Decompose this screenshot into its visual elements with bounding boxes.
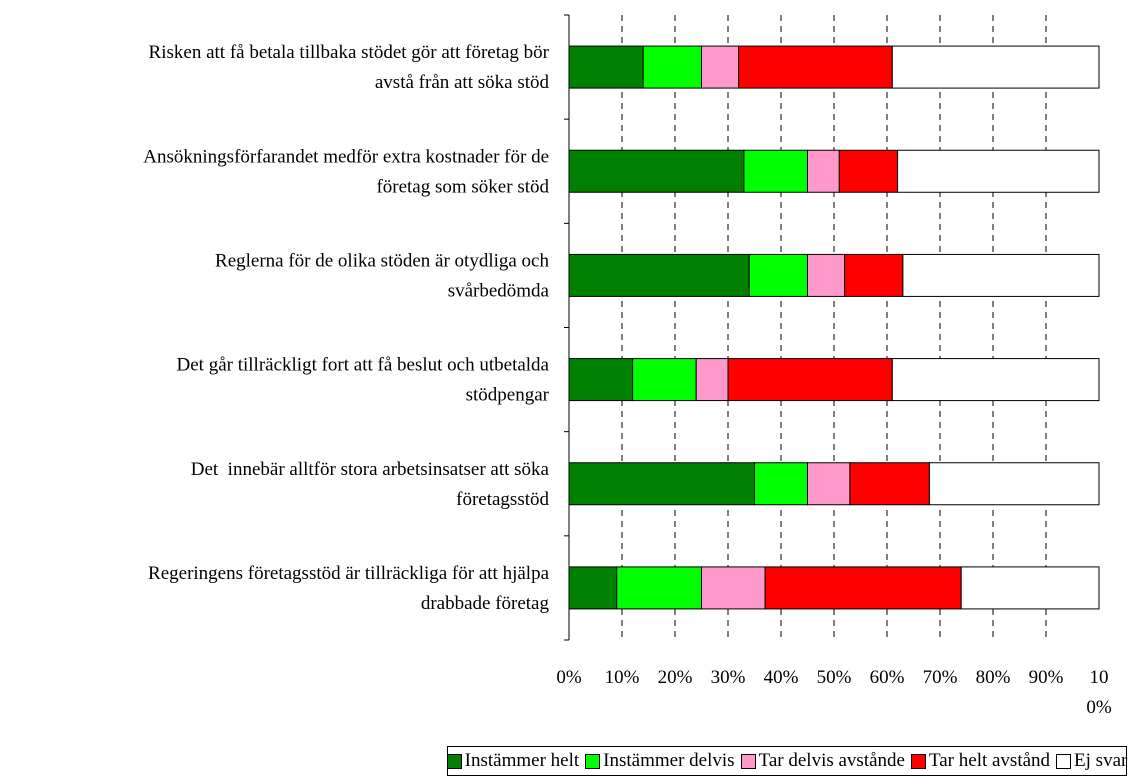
legend-label: Ej svar xyxy=(1074,750,1128,771)
bar-segment xyxy=(891,358,1100,402)
x-tick-label: 50% xyxy=(816,667,852,688)
legend-label: Instämmer helt xyxy=(464,750,580,771)
legend-item: Ej svar xyxy=(1056,750,1127,772)
x-tick-label: 20% xyxy=(657,667,693,688)
x-tick-label: 70% xyxy=(922,667,958,688)
category-line: Det innebär alltför stora arbetsinsatser… xyxy=(191,459,550,480)
bar-segment xyxy=(568,253,750,297)
category-line: avstå från att söka stöd xyxy=(375,72,550,93)
bar-segment xyxy=(844,253,904,297)
legend-item: Tar delvis avstånde xyxy=(740,750,905,772)
bar-segment xyxy=(754,462,808,506)
legend-label: Tar delvis avstånde xyxy=(758,750,905,771)
bar-segment xyxy=(738,45,893,89)
x-tick-label: 10% xyxy=(604,667,640,688)
category-line: svårbedömda xyxy=(448,280,550,301)
category-label: Risken att få betala tillbaka stödet gör… xyxy=(149,42,550,93)
bar-segment xyxy=(807,253,846,297)
bar-segment xyxy=(642,45,703,89)
legend-swatch xyxy=(1056,753,1072,769)
bar-segment xyxy=(568,45,644,89)
category-line: företagsstöd xyxy=(456,489,549,510)
bar-segment xyxy=(727,358,893,402)
bar-segment xyxy=(701,45,740,89)
legend-label: Tar helt avstånd xyxy=(928,750,1051,771)
bar-segment xyxy=(632,358,697,402)
legend: Instämmer helt Instämmer delvis Tar delvis… xyxy=(446,746,1127,776)
bar-segment xyxy=(764,566,962,610)
bar-segment xyxy=(568,462,755,506)
bar-segment xyxy=(616,566,703,610)
category-line: Det går tillräckligt fort att få beslut … xyxy=(177,355,550,376)
bar-segment xyxy=(838,149,899,193)
category-label: Regeringens företagsstöd är tillräckliga… xyxy=(148,563,550,614)
legend-label: Instämmer delvis xyxy=(603,750,735,771)
bar-segment xyxy=(695,358,729,402)
x-tick-label: 80% xyxy=(975,667,1011,688)
x-tick-label: 60% xyxy=(869,667,905,688)
legend-swatch xyxy=(910,753,926,769)
legend-swatch xyxy=(740,753,756,769)
legend-swatch xyxy=(585,753,601,769)
bar-segment xyxy=(748,253,809,297)
category-line: stödpengar xyxy=(466,385,550,406)
category-label: Reglerna för de olika stöden är otydliga… xyxy=(215,250,550,301)
bar-segment xyxy=(568,358,634,402)
bar-segment xyxy=(743,149,809,193)
bar-segment xyxy=(849,462,930,506)
bar-segment xyxy=(897,149,1100,193)
legend-item: Instämmer helt xyxy=(446,750,580,772)
category-line: Reglerna för de olika stöden är otydliga… xyxy=(215,250,549,271)
bar-segment xyxy=(902,253,1100,297)
x-tick-label: 30% xyxy=(710,667,746,688)
bar-segment xyxy=(807,149,840,193)
x-tick-label: 40% xyxy=(763,667,799,688)
category-line: Ansökningsförfarandet medför extra kostn… xyxy=(143,146,549,167)
category-label: Det går tillräckligt fort att få beslut … xyxy=(177,355,550,406)
bar-segment xyxy=(568,149,745,193)
bar-segment xyxy=(568,566,618,610)
category-line: drabbade företag xyxy=(421,593,550,614)
legend-swatch xyxy=(446,753,462,769)
bar-segment xyxy=(701,566,766,610)
bar-segment xyxy=(891,45,1100,89)
legend-item: Instämmer delvis xyxy=(585,750,735,772)
category-line: Regeringens företagsstöd är tillräckliga… xyxy=(148,563,550,584)
category-label: Ansökningsförfarandet medför extra kostn… xyxy=(143,146,549,197)
legend-item: Tar helt avstånd xyxy=(910,750,1051,772)
bar-segment xyxy=(807,462,851,506)
bar-segment xyxy=(928,462,1100,506)
category-label: Det innebär alltför stora arbetsinsatser… xyxy=(191,459,550,510)
x-tick-label: 0% xyxy=(556,667,582,688)
bar-segment xyxy=(960,566,1100,610)
category-line: Risken att få betala tillbaka stödet gör… xyxy=(149,42,550,63)
x-tick-label: 90% xyxy=(1028,667,1064,688)
category-line: företag som söker stöd xyxy=(376,176,549,197)
x-tick-label: 100% xyxy=(1086,667,1112,718)
